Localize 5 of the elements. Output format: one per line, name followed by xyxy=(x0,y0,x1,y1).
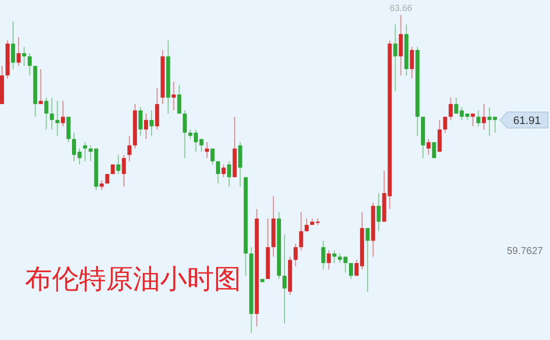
text: 63.66 xyxy=(390,3,412,13)
text: 59.7627 xyxy=(506,246,544,257)
candlestick xyxy=(432,142,436,159)
text: 布伦特原油小时图 xyxy=(25,264,241,294)
text: 61.91 xyxy=(513,114,541,127)
